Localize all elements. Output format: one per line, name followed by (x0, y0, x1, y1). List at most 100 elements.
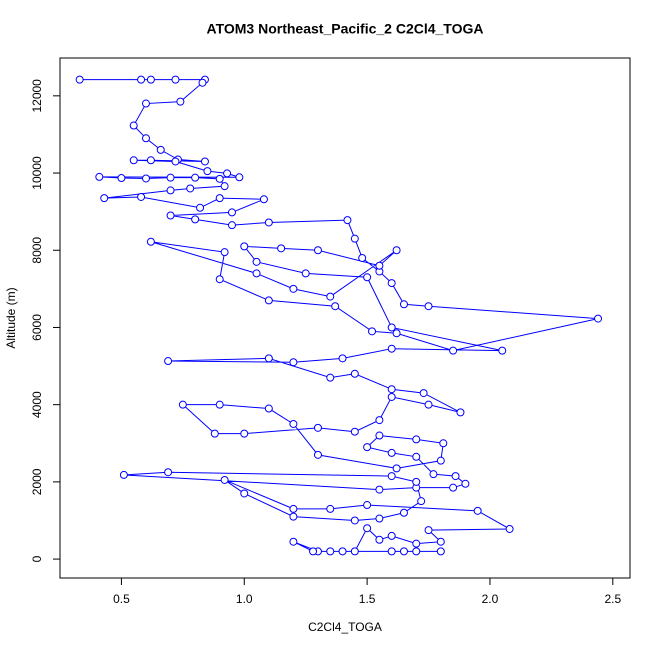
data-point (594, 314, 603, 323)
data-point (392, 464, 401, 473)
data-point (141, 174, 150, 183)
data-point (461, 479, 470, 488)
data-point (399, 547, 408, 556)
data-point (277, 244, 286, 253)
data-point (358, 253, 367, 262)
x-tick-label: 2.0 (482, 592, 499, 606)
data-point (309, 547, 318, 556)
data-point (436, 547, 445, 556)
data-point (215, 194, 224, 203)
data-point (412, 452, 421, 461)
data-point (129, 156, 138, 165)
data-point (119, 470, 128, 479)
data-point (215, 400, 224, 409)
y-tick-label: 10000 (30, 156, 44, 190)
data-point (456, 408, 465, 417)
data-point (375, 431, 384, 440)
data-point (235, 173, 244, 182)
data-point (387, 392, 396, 401)
data-point (227, 208, 236, 217)
y-tick-label: 6000 (30, 314, 44, 341)
data-point (350, 427, 359, 436)
data-point (449, 346, 458, 355)
data-point (95, 172, 104, 181)
data-point (75, 75, 84, 84)
data-point (399, 508, 408, 517)
data-point (289, 537, 298, 546)
data-point (387, 344, 396, 353)
data-point (436, 456, 445, 465)
data-point (203, 167, 212, 176)
data-point (117, 174, 126, 183)
data-point (387, 472, 396, 481)
data-point (387, 385, 396, 394)
data-point (252, 269, 261, 278)
data-point (210, 429, 219, 438)
data-point (375, 261, 384, 270)
data-point (392, 246, 401, 255)
data-point (417, 497, 426, 506)
data-point (240, 429, 249, 438)
data-point (387, 448, 396, 457)
data-point (191, 173, 200, 182)
data-point (412, 477, 421, 486)
data-point (412, 435, 421, 444)
x-tick-label: 2.5 (604, 592, 621, 606)
x-tick-label: 1.5 (359, 592, 376, 606)
data-point (338, 354, 347, 363)
data-point (289, 512, 298, 521)
data-point (326, 547, 335, 556)
chart-title: ATOM3 Northeast_Pacific_2 C2Cl4_TOGA (207, 21, 484, 37)
data-point (176, 97, 185, 106)
data-point (363, 501, 372, 510)
data-point (264, 354, 273, 363)
data-point (220, 248, 229, 257)
y-tick-label: 8000 (30, 237, 44, 264)
data-point (289, 358, 298, 367)
data-point (449, 483, 458, 492)
data-point (178, 400, 187, 409)
data-point (363, 524, 372, 533)
data-point (166, 211, 175, 220)
data-point (412, 547, 421, 556)
data-point (387, 323, 396, 332)
data-point (424, 526, 433, 535)
data-point (350, 547, 359, 556)
data-point (166, 186, 175, 195)
data-point (227, 221, 236, 230)
data-point (220, 182, 229, 191)
data-point (289, 284, 298, 293)
data-point (215, 275, 224, 284)
data-point (137, 75, 146, 84)
data-point (326, 373, 335, 382)
data-point (171, 157, 180, 166)
data-point (313, 423, 322, 432)
data-point (146, 156, 155, 165)
data-point (429, 470, 438, 479)
y-axis-label: Altitude (m) (4, 287, 18, 348)
data-point (215, 174, 224, 183)
data-point (350, 516, 359, 525)
data-point (156, 145, 165, 154)
data-point (289, 419, 298, 428)
data-point (363, 443, 372, 452)
data-point (505, 524, 514, 533)
data-point (439, 439, 448, 448)
x-axis-label: C2Cl4_TOGA (308, 620, 382, 634)
data-point (451, 472, 460, 481)
data-point (313, 246, 322, 255)
data-point (424, 302, 433, 311)
data-point (141, 99, 150, 108)
data-point (375, 485, 384, 494)
data-point (331, 302, 340, 311)
data-point (252, 257, 261, 266)
data-point (473, 506, 482, 515)
data-point (141, 134, 150, 143)
data-point (392, 329, 401, 338)
data-point (350, 369, 359, 378)
data-point (350, 234, 359, 243)
data-point (419, 389, 428, 398)
data-point (146, 237, 155, 246)
data-point (164, 468, 173, 477)
